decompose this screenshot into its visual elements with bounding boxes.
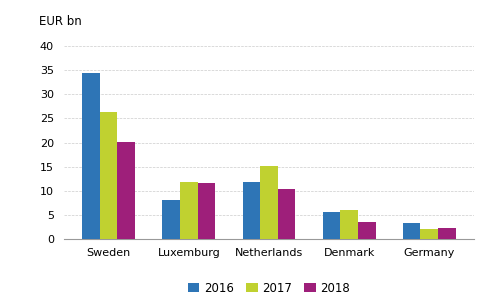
Bar [322,212,340,239]
Text: EUR bn: EUR bn [39,15,81,28]
Bar [82,73,100,239]
Bar [100,112,117,239]
Bar [260,166,277,239]
Bar [180,182,197,239]
Bar [402,223,420,239]
Bar [340,210,357,239]
Bar [420,229,437,239]
Bar [277,189,295,239]
Bar [117,142,135,239]
Legend: 2016, 2017, 2018: 2016, 2017, 2018 [183,277,354,299]
Bar [242,182,260,239]
Bar [437,228,455,239]
Bar [197,183,215,239]
Bar [162,200,180,239]
Bar [357,222,375,239]
